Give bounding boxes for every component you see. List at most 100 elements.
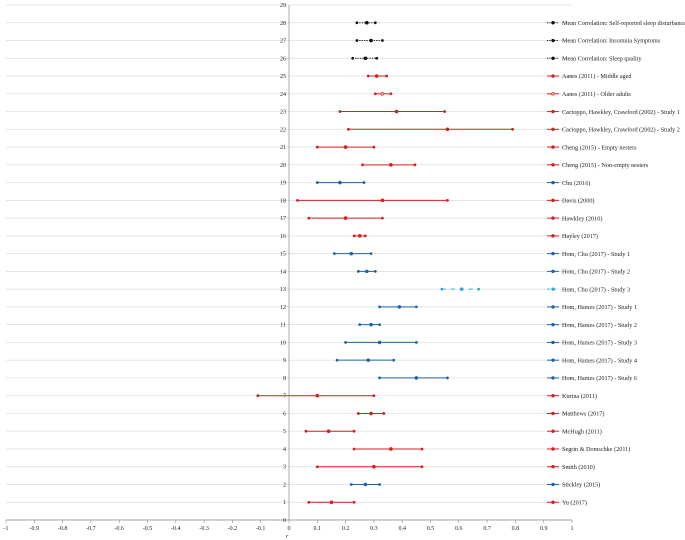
legend-swatch-marker (551, 500, 555, 504)
ci-lower-marker (373, 92, 377, 96)
legend-label: Stickley (2015) (562, 482, 600, 489)
legend-label: Cacioppo, Hawkley, Crawford (2002) - Stu… (562, 109, 680, 116)
point-estimate (372, 464, 376, 469)
ci-lower-marker (256, 394, 260, 398)
legend-swatch-marker (551, 447, 555, 451)
ci-lower-marker (440, 287, 444, 291)
legend-label: Hom, Chu (2017) - Study 1 (562, 251, 630, 258)
legend-label: Hom, Chu (2017) - Study 3 (562, 286, 630, 293)
ci-lower-marker (355, 39, 359, 42)
legend-label: Hom, Hames (2017) - Study 4 (562, 357, 637, 364)
legend-swatch-marker (551, 322, 555, 327)
ci-upper-marker (373, 269, 377, 273)
legend-swatch-marker (551, 269, 555, 274)
legend-swatch-marker (551, 198, 555, 203)
point-estimate (357, 234, 362, 238)
ci-upper-marker (362, 181, 366, 184)
point-estimate (389, 447, 393, 451)
legend-swatch-marker (551, 411, 555, 416)
legend-label: Hom, Hames (2017) - Study 1 (562, 304, 637, 311)
y-tick-label: 26 (280, 56, 286, 62)
point-estimate (326, 429, 331, 434)
legend-label: Cheng (2015) - Non-empty nesters (562, 162, 649, 169)
ci-upper-marker (477, 287, 481, 291)
ci-lower-marker (335, 358, 339, 362)
x-axis-label: r (286, 534, 289, 540)
ci-upper-marker (375, 56, 379, 60)
point-estimate (343, 216, 348, 220)
y-tick-label: 8 (283, 376, 286, 382)
point-estimate (363, 56, 368, 61)
point-estimate (380, 91, 385, 96)
y-tick-label: 27 (280, 39, 286, 45)
point-estimate (394, 109, 399, 114)
point-estimate (329, 500, 334, 505)
ci-upper-marker (420, 447, 424, 451)
x-tick-label: 0.7 (483, 526, 491, 532)
ci-upper-marker (369, 252, 373, 256)
legend-label: Hom, Hames (2017) - Study 6 (562, 375, 637, 382)
ci-lower-marker (307, 500, 311, 504)
y-tick-label: 29 (280, 3, 286, 9)
ci-lower-marker (315, 181, 319, 184)
point-estimate (365, 269, 369, 274)
ci-upper-marker (414, 341, 418, 344)
ci-lower-marker (378, 376, 381, 380)
x-tick-label: 0.3 (370, 526, 378, 532)
ci-lower-marker (352, 234, 356, 238)
y-tick-label: 28 (280, 21, 286, 27)
y-tick-label: 0 (283, 518, 286, 524)
legend-label: Smith (2010) (562, 464, 595, 471)
ci-upper-marker (382, 412, 386, 415)
legend-swatch-marker (551, 393, 555, 398)
y-tick-label: 13 (280, 287, 286, 293)
y-tick-label: 21 (280, 145, 286, 151)
legend-label: Hom, Hames (2017) - Study 2 (562, 322, 637, 329)
legend-swatch-marker (551, 482, 555, 487)
ci-lower-marker (296, 198, 299, 202)
y-tick-label: 11 (280, 323, 286, 329)
x-tick-label: -0.7 (86, 526, 96, 532)
point-estimate (369, 411, 373, 416)
legend-swatch-marker (551, 38, 555, 43)
y-tick-label: 4 (283, 447, 286, 453)
ci-lower-marker (366, 74, 370, 78)
ci-upper-marker (414, 305, 418, 309)
legend-label: Aanes (2011) - Middle aged (562, 73, 632, 80)
x-tick-label: 0.2 (342, 526, 350, 532)
point-estimate (445, 127, 450, 132)
ci-upper-marker (413, 163, 417, 167)
ci-lower-marker (315, 145, 319, 149)
y-tick-label: 5 (283, 429, 286, 435)
point-estimate (315, 393, 320, 398)
point-estimate (365, 20, 369, 25)
ci-upper-marker (373, 21, 377, 25)
ci-upper-marker (352, 500, 356, 504)
legend-label: Aanes (2011) - Older adults (562, 91, 631, 98)
point-estimate (414, 376, 419, 380)
ci-lower-marker (332, 252, 336, 256)
ci-upper-marker (511, 127, 514, 131)
legend-swatch-marker (551, 429, 555, 433)
legend-label: Yu (2017) (562, 499, 587, 506)
point-estimate (338, 180, 342, 185)
legend-swatch-marker (551, 180, 555, 185)
legend-swatch-marker (551, 287, 555, 291)
x-tick-label: -0.5 (143, 526, 153, 532)
x-tick-label: -0.1 (256, 526, 266, 532)
ci-lower-marker (349, 483, 353, 486)
legend-swatch-marker (551, 251, 555, 256)
ci-upper-marker (380, 216, 384, 220)
point-estimate (349, 251, 354, 256)
y-tick-label: 3 (283, 465, 286, 471)
point-estimate (369, 38, 373, 43)
x-tick-label: -0.9 (30, 526, 40, 532)
ci-upper-marker (385, 74, 389, 78)
ci-upper-marker (389, 92, 393, 96)
legend-swatch-marker (551, 92, 555, 96)
ci-lower-marker (361, 163, 364, 167)
legend-swatch-marker (551, 216, 555, 220)
x-tick-label: 0 (288, 526, 291, 532)
y-tick-label: 15 (280, 252, 286, 258)
y-tick-label: 18 (280, 198, 286, 204)
